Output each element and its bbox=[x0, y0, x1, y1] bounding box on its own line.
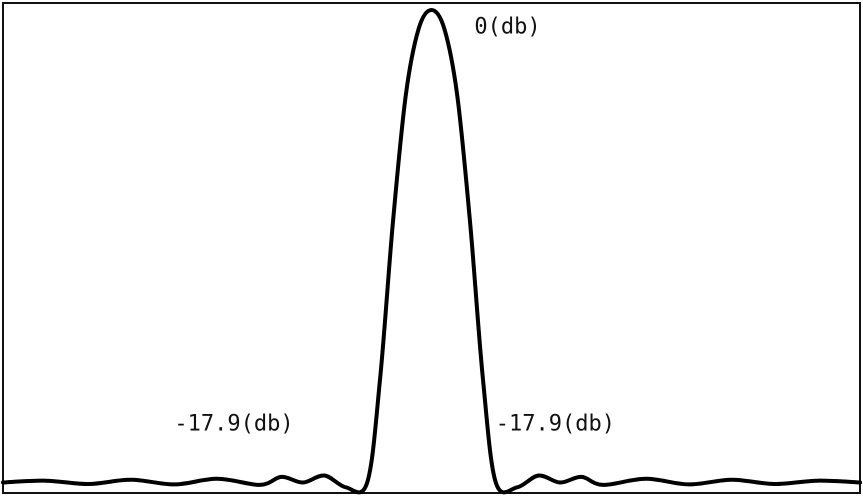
series-line-0 bbox=[1, 8, 862, 495]
annotation-label-0: 0(db) bbox=[474, 15, 540, 40]
annotation-label-1: -17.9(db) bbox=[174, 412, 293, 437]
annotation-label-2: -17.9(db) bbox=[496, 412, 615, 437]
annotation-layer: 0(db) -17.9(db) -17.9(db) bbox=[174, 15, 615, 437]
series-layer bbox=[1, 8, 862, 495]
